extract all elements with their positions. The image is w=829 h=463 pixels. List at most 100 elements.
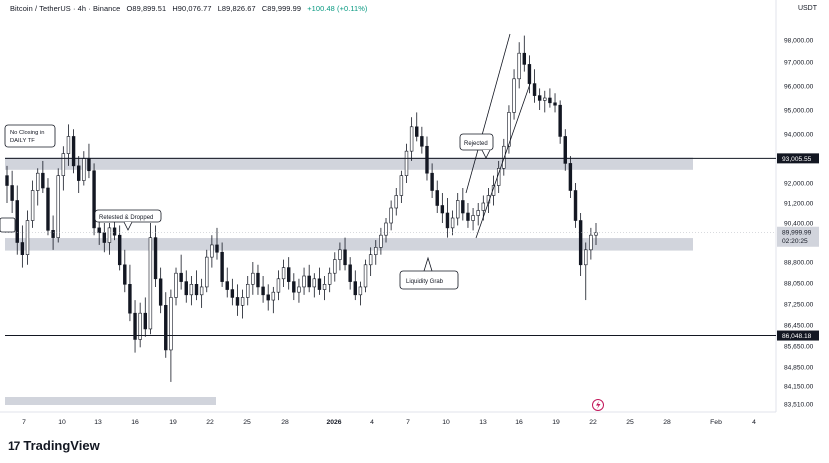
candle-down <box>184 281 188 296</box>
price-tick-label: 87,250.00 <box>784 302 814 309</box>
candle-down <box>128 284 132 314</box>
candle-up <box>302 275 306 288</box>
candle-down <box>143 312 147 330</box>
ohlc-low: L89,826.67 <box>217 4 256 13</box>
price-tick-label: 90,400.00 <box>784 221 814 228</box>
brand-name: TradingView <box>23 438 100 453</box>
price-tick-label: 84,150.00 <box>784 384 814 391</box>
candle-down <box>527 64 532 84</box>
callout-pointer <box>423 256 433 272</box>
time-tick-label: 7 <box>406 419 410 426</box>
candle-up <box>30 190 35 221</box>
candle-up <box>189 284 194 296</box>
candle-up <box>322 284 327 290</box>
callout-liquidity-grab[interactable]: Liquidity Grab <box>399 256 459 290</box>
candle-down <box>41 172 45 189</box>
candle-up <box>481 202 486 211</box>
candle-down <box>153 237 158 280</box>
candle-up <box>169 297 173 351</box>
candle-down <box>164 305 168 351</box>
price-tag-label: 86,048.18 <box>782 333 812 340</box>
candle-down <box>87 158 91 172</box>
symbol-header[interactable]: Bitcoin / TetherUS · 4h · Binance O89,89… <box>10 4 371 13</box>
price-tag-label: 93,005.55 <box>782 156 812 163</box>
candle-down <box>466 212 470 221</box>
left-edge-marker <box>0 217 16 233</box>
candle-down <box>123 264 127 285</box>
callout-no-closing[interactable]: No Closing in DAILY TF <box>4 124 56 148</box>
bottom-bar-layer <box>5 397 216 405</box>
price-tick-label: 84,850.00 <box>784 365 814 372</box>
callout-box <box>399 270 459 290</box>
candle-up <box>107 227 112 243</box>
candle-down <box>235 297 240 306</box>
time-tick-label: 22 <box>589 419 597 426</box>
time-tick-label: 10 <box>442 419 450 426</box>
candle-up <box>281 267 286 280</box>
candle-down <box>215 244 219 253</box>
candle-down <box>5 175 9 186</box>
candle-down <box>112 227 117 236</box>
callout-pointer <box>123 221 133 231</box>
candle-up <box>584 249 588 266</box>
price-tick-label: 83,510.00 <box>784 402 814 409</box>
tradingview-logo-icon: 17 <box>8 438 20 453</box>
price-tick-label: 91,200.00 <box>784 201 814 208</box>
flash-icon[interactable] <box>592 399 604 411</box>
price-tick-label: 95,000.00 <box>784 108 814 115</box>
candle-down <box>46 187 50 231</box>
candle-down <box>532 83 537 96</box>
time-tick-label: 13 <box>94 419 102 426</box>
candle-down <box>461 200 465 214</box>
candle-down <box>133 312 137 340</box>
time-axis[interactable]: 7 10 13 16 19 22 25 28 2026 4 7 10 13 16 19 22 25 28 Feb 4 <box>22 419 756 426</box>
candle-up <box>246 284 250 298</box>
candle-up <box>450 217 455 229</box>
candle-up <box>271 291 276 301</box>
zone-upper-zone <box>5 157 693 170</box>
candle-up <box>210 244 214 258</box>
ohlc-close: C89,999.99 <box>261 4 302 13</box>
candle-down <box>292 281 296 293</box>
callout-retested-dropped[interactable]: Retested & Dropped <box>94 209 162 231</box>
candle-down <box>307 275 311 288</box>
candle-up <box>491 185 496 196</box>
candle-up <box>384 222 388 236</box>
current-price-label: 89,999.99 <box>782 229 812 236</box>
candle-up <box>404 150 409 176</box>
price-axis[interactable]: 98,000.00 97,000.00 96,000.00 95,000.00 94,0… <box>784 38 814 409</box>
candle-down <box>220 251 224 282</box>
candle-up <box>297 286 301 293</box>
candle-up <box>174 272 178 298</box>
candle-down <box>353 281 357 296</box>
price-tick-label: 92,000.00 <box>784 181 814 188</box>
candle-up <box>589 234 593 251</box>
candle-up <box>543 97 547 101</box>
symbol-name: Bitcoin / TetherUS · 4h · Binance <box>10 4 121 13</box>
candle-up <box>66 136 71 154</box>
time-tick-label: 10 <box>58 419 66 426</box>
price-tick-label: 98,000.00 <box>784 38 814 45</box>
candle-down <box>179 272 183 282</box>
candle-up <box>363 264 368 288</box>
tradingview-brand[interactable]: 17 TradingView <box>8 438 100 453</box>
time-tick-label: 16 <box>131 419 139 426</box>
candle-up <box>205 256 209 288</box>
candle-down <box>578 220 583 266</box>
candle-up <box>389 207 393 224</box>
time-tick-label: 2026 <box>326 419 341 426</box>
candle-down <box>266 294 270 301</box>
callout-rejected[interactable]: Rejected <box>459 133 494 159</box>
currency-label[interactable]: USDT <box>797 5 817 12</box>
ohlc-open: O89,899.51 <box>126 4 167 13</box>
time-tick-label: 4 <box>370 419 374 426</box>
candle-down <box>563 136 567 164</box>
candle-down <box>92 170 96 229</box>
time-tick-label: 16 <box>515 419 523 426</box>
zones-layer <box>5 157 693 251</box>
candle-down <box>558 104 562 137</box>
candle-down <box>97 227 101 234</box>
candle-down <box>425 145 429 174</box>
